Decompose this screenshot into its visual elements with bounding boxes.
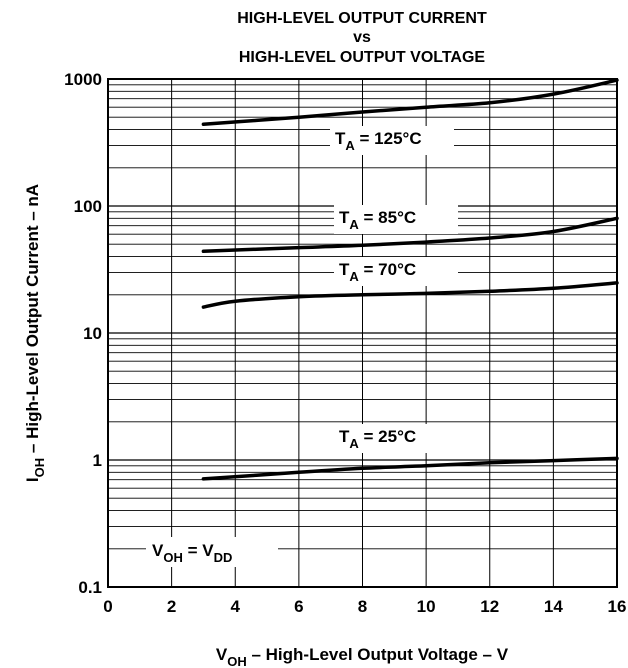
y-tick-label: 10: [83, 324, 102, 343]
y-axis-label: IOH – High-Level Output Current – nA: [23, 184, 47, 482]
series-line-1: [201, 78, 619, 127]
axis-labels: VOH – High-Level Output Voltage – V IOH –…: [23, 184, 509, 668]
series-line-2: [201, 216, 619, 254]
x-tick-label: 8: [358, 597, 367, 616]
plot-border: [107, 78, 618, 588]
series-labels: TA = 125°C TA = 85°C TA = 70°C TA = 25°C: [330, 126, 458, 453]
series-lines: [201, 78, 619, 481]
y-tick-label: 0.1: [78, 578, 102, 597]
y-tick-label: 100: [74, 197, 102, 216]
x-tick-label: 4: [231, 597, 241, 616]
series-label-bg: [330, 126, 454, 155]
series-line-3: [201, 281, 619, 309]
grid: [108, 79, 617, 587]
annotation-bg: [146, 537, 278, 567]
x-tick-label: 2: [167, 597, 176, 616]
x-tick-label: 12: [480, 597, 499, 616]
annotations: VOH = VDD: [146, 537, 278, 567]
x-tick-label: 6: [294, 597, 303, 616]
series-label-bg: [334, 205, 458, 234]
series-line-4: [201, 456, 619, 481]
chart-title: HIGH-LEVEL OUTPUT CURRENT vs HIGH-LEVEL OU…: [237, 10, 487, 66]
series-label-bg: [334, 424, 458, 453]
y-tick-label: 1: [93, 451, 102, 470]
x-tick-label: 10: [417, 597, 436, 616]
x-axis-label: VOH – High-Level Output Voltage – V: [216, 645, 509, 668]
title-line-2: vs: [353, 29, 371, 46]
series-label-bg: [334, 257, 458, 286]
y-tick-label: 1000: [64, 70, 102, 89]
y-tick-labels: 0.1 1 10 100 1000: [64, 70, 102, 597]
plot-frame: [107, 78, 618, 588]
x-tick-label: 0: [103, 597, 112, 616]
series-label-2: TA = 85°C: [339, 208, 416, 232]
x-tick-label: 14: [544, 597, 563, 616]
series-label-3: TA = 70°C: [339, 260, 416, 284]
x-tick-labels: 0 2 4 6 8 10 12 14 16: [103, 597, 626, 616]
series-label-4: TA = 25°C: [339, 427, 416, 451]
x-tick-label: 16: [608, 597, 627, 616]
title-line-1: HIGH-LEVEL OUTPUT CURRENT: [237, 10, 487, 27]
series-label-1: TA = 125°C: [335, 129, 422, 153]
title-line-3: HIGH-LEVEL OUTPUT VOLTAGE: [239, 49, 486, 66]
annotation-voh-vdd: VOH = VDD: [152, 541, 232, 565]
